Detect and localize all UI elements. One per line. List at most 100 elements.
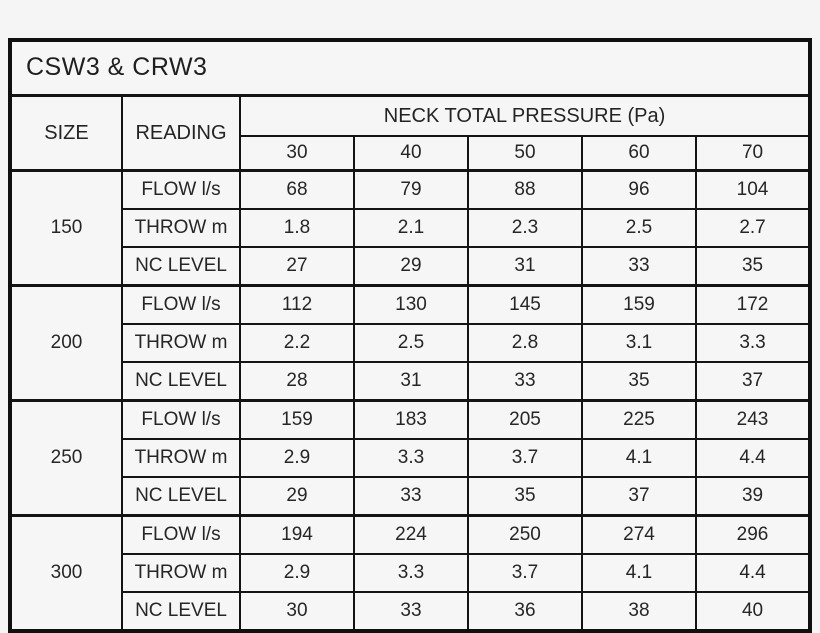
value-cell: 28 (239, 361, 355, 402)
value-cell: 243 (694, 399, 812, 440)
table-row: THROW m 2.2 2.5 2.8 3.1 3.3 (10, 323, 812, 363)
table-row: 200 FLOW l/s 112 130 145 159 172 (9, 284, 812, 402)
reading-cell: THROW m (121, 323, 241, 363)
size-cell: 300 (9, 514, 123, 632)
value-cell: 38 (581, 591, 697, 632)
table-row: THROW m 1.8 2.1 2.3 2.5 2.7 (10, 208, 812, 248)
pressure-value-header: 30 (239, 135, 355, 172)
reading-cell: FLOW l/s (121, 169, 241, 210)
value-cell: 3.3 (694, 323, 812, 363)
size-cell: 250 (9, 399, 123, 517)
value-cell: 3.3 (353, 438, 469, 478)
value-cell: 33 (467, 361, 583, 402)
size-column-header: SIZE (9, 94, 123, 172)
value-cell: 2.8 (467, 323, 583, 363)
table-row: NC LEVEL 27 29 31 33 35 (10, 246, 812, 287)
value-cell: 296 (694, 514, 812, 555)
value-cell: 35 (467, 476, 583, 517)
value-cell: 27 (239, 246, 355, 287)
value-cell: 31 (467, 246, 583, 287)
value-cell: 159 (239, 399, 355, 440)
reading-cell: THROW m (121, 438, 241, 478)
pressure-value-header: 50 (467, 135, 583, 172)
spec-table: CSW3 & CRW3 SIZE READING NECK TOTAL PRES… (8, 38, 813, 633)
reading-cell: NC LEVEL (121, 246, 241, 287)
reading-cell: NC LEVEL (121, 476, 241, 517)
table-row: 300 FLOW l/s 194 224 250 274 296 (9, 514, 812, 632)
pressure-group-header: NECK TOTAL PRESSURE (Pa) (238, 94, 812, 137)
table-row: NC LEVEL 28 31 33 35 37 (10, 361, 812, 402)
value-cell: 68 (239, 169, 355, 210)
table-row: NC LEVEL 29 33 35 37 39 (10, 476, 812, 517)
value-cell: 35 (581, 361, 697, 402)
value-cell: 205 (467, 399, 583, 440)
size-cell: 200 (9, 284, 123, 402)
value-cell: 3.7 (467, 438, 583, 478)
value-cell: 104 (694, 169, 812, 210)
reading-cell: THROW m (121, 553, 241, 593)
value-cell: 37 (581, 476, 697, 517)
value-cell: 36 (467, 591, 583, 632)
reading-cell: FLOW l/s (121, 399, 241, 440)
value-cell: 29 (239, 476, 355, 517)
value-cell: 37 (694, 361, 812, 402)
value-cell: 224 (353, 514, 469, 555)
size-cell: 150 (9, 169, 123, 287)
value-cell: 33 (581, 246, 697, 287)
value-cell: 33 (353, 591, 469, 632)
pressure-values-row: 30 40 50 60 70 (10, 135, 812, 172)
reading-cell: FLOW l/s (121, 284, 241, 325)
value-cell: 4.1 (581, 553, 697, 593)
value-cell: 4.4 (694, 438, 812, 478)
page-title: CSW3 & CRW3 (8, 39, 812, 97)
value-cell: 2.1 (353, 208, 469, 248)
table-header-row: SIZE READING NECK TOTAL PRESSURE (Pa) (9, 94, 812, 172)
reading-cell: FLOW l/s (121, 514, 241, 555)
page-background: CSW3 & CRW3 SIZE READING NECK TOTAL PRES… (8, 38, 813, 633)
table-title-row: CSW3 & CRW3 (8, 39, 812, 97)
value-cell: 2.7 (694, 208, 812, 248)
value-cell: 2.5 (353, 323, 469, 363)
value-cell: 79 (353, 169, 469, 210)
value-cell: 3.1 (581, 323, 697, 363)
value-cell: 1.8 (239, 208, 355, 248)
table-row: 250 FLOW l/s 159 183 205 225 243 (9, 399, 812, 517)
pressure-value-header: 40 (353, 135, 469, 172)
value-cell: 3.3 (353, 553, 469, 593)
value-cell: 4.4 (694, 553, 812, 593)
value-cell: 35 (694, 246, 812, 287)
value-cell: 183 (353, 399, 469, 440)
pressure-value-header: 60 (581, 135, 697, 172)
value-cell: 2.3 (467, 208, 583, 248)
value-cell: 29 (353, 246, 469, 287)
value-cell: 96 (581, 169, 697, 210)
value-cell: 274 (581, 514, 697, 555)
table-row: THROW m 2.9 3.3 3.7 4.1 4.4 (10, 553, 812, 593)
value-cell: 2.9 (239, 553, 355, 593)
value-cell: 159 (581, 284, 697, 325)
value-cell: 145 (467, 284, 583, 325)
table-row: 150 FLOW l/s 68 79 88 96 104 (9, 169, 812, 287)
pressure-value-header: 70 (694, 135, 812, 172)
value-cell: 2.5 (581, 208, 697, 248)
value-cell: 40 (694, 591, 812, 632)
value-cell: 30 (239, 591, 355, 632)
value-cell: 172 (694, 284, 812, 325)
value-cell: 194 (239, 514, 355, 555)
reading-cell: NC LEVEL (121, 361, 241, 402)
value-cell: 3.7 (467, 553, 583, 593)
reading-column-header: READING (121, 94, 241, 172)
value-cell: 250 (467, 514, 583, 555)
value-cell: 88 (467, 169, 583, 210)
value-cell: 130 (353, 284, 469, 325)
reading-cell: NC LEVEL (121, 591, 241, 632)
table-row: NC LEVEL 30 33 36 38 40 (10, 591, 812, 632)
value-cell: 2.2 (239, 323, 355, 363)
value-cell: 2.9 (239, 438, 355, 478)
value-cell: 31 (353, 361, 469, 402)
value-cell: 112 (239, 284, 355, 325)
value-cell: 39 (694, 476, 812, 517)
value-cell: 4.1 (581, 438, 697, 478)
value-cell: 33 (353, 476, 469, 517)
reading-cell: THROW m (121, 208, 241, 248)
